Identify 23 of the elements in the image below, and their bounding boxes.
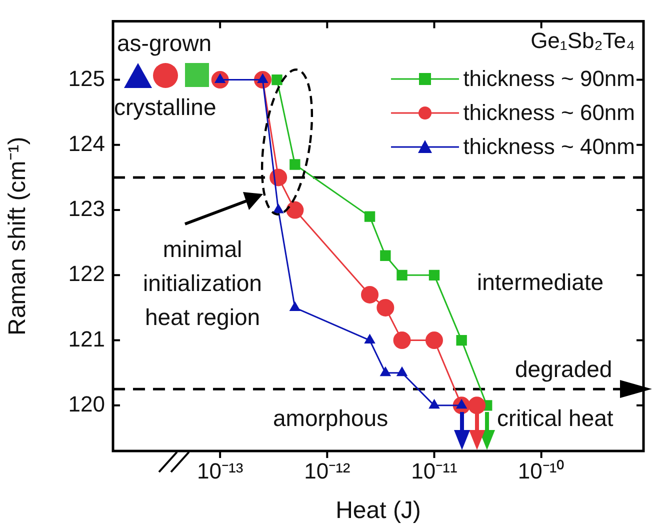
annotation: amorphous bbox=[273, 405, 388, 432]
legend-label: thickness ~ 40nm bbox=[463, 134, 635, 160]
y-tick-label: 125 bbox=[68, 66, 105, 91]
x-tick-label: 10⁻¹³ bbox=[197, 458, 244, 484]
legend-title: Ge₁Sb₂Te₄ bbox=[530, 28, 635, 55]
annotation: crystalline bbox=[114, 94, 216, 120]
x-axis-title: Heat (J) bbox=[336, 497, 421, 524]
annotation: minimal initialization heat region bbox=[142, 235, 263, 332]
annotation: critical heat bbox=[497, 405, 614, 432]
y-tick-label: 123 bbox=[68, 196, 105, 222]
y-tick-label: 121 bbox=[68, 326, 105, 352]
y-axis-title: Raman shift (cm⁻¹) bbox=[4, 136, 32, 336]
annotation: as-grown bbox=[117, 30, 212, 56]
x-tick-label: 10⁻¹⁰ bbox=[518, 458, 565, 484]
y-tick-label: 124 bbox=[68, 130, 105, 156]
legend-label: thickness ~ 90nm bbox=[463, 66, 635, 92]
annotation: degraded bbox=[515, 356, 612, 382]
y-tick-label: 120 bbox=[68, 391, 105, 416]
legend-label: thickness ~ 60nm bbox=[463, 100, 635, 126]
y-tick-label: 122 bbox=[68, 261, 105, 286]
x-tick-label: 10⁻¹¹ bbox=[411, 458, 458, 484]
x-tick-label: 10⁻¹² bbox=[304, 458, 350, 484]
annotation: intermediate bbox=[477, 269, 604, 296]
